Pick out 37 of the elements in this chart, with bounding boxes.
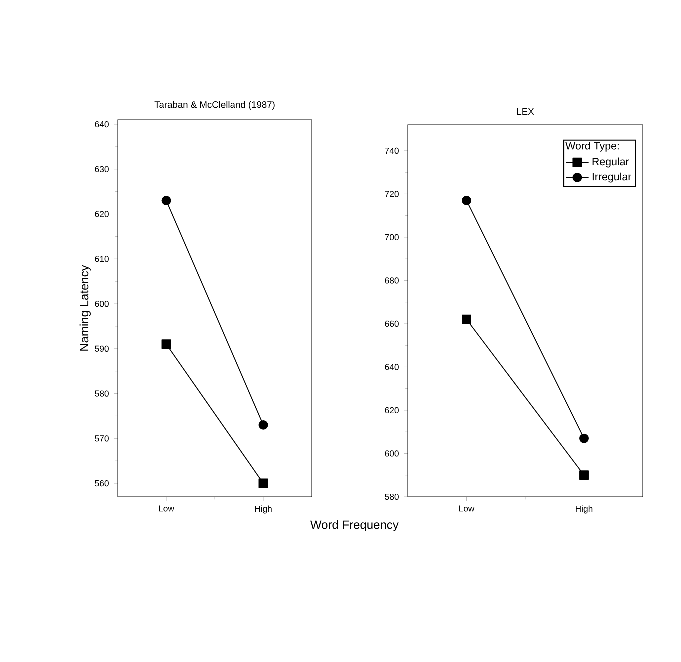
legend-label: Irregular (592, 172, 632, 183)
y-tick-label: 590 (95, 346, 109, 352)
point (162, 196, 172, 206)
point (258, 420, 268, 430)
x-axis-title: Word Frequency (310, 520, 399, 532)
legend-title: Word Type: (566, 142, 619, 152)
y-tick-label: 680 (385, 278, 399, 284)
y-tick-label: 720 (385, 191, 399, 198)
legend-label: Regular (592, 158, 630, 168)
y-tick-label: 560 (95, 480, 109, 487)
point (462, 196, 472, 206)
x-tick-label: Low (159, 506, 174, 512)
y-tick-label: 580 (385, 494, 399, 500)
point (580, 470, 589, 480)
y-tick-label: 620 (95, 211, 109, 218)
chart-title: Taraban & McClelland (1987) (154, 101, 275, 110)
y-tick-label: 600 (385, 450, 399, 457)
y-tick-label: 640 (95, 121, 109, 128)
x-tick-label: High (255, 506, 272, 514)
point (580, 434, 589, 444)
x-tick-label: Low (460, 506, 475, 512)
y-tick-label: 600 (95, 300, 109, 308)
y-axis-title: Naming Latency (80, 265, 92, 351)
y-tick-label: 700 (385, 234, 399, 241)
x-tick-label: High (576, 506, 593, 514)
chart-title: LEX (517, 108, 534, 115)
y-tick-label: 570 (95, 436, 109, 442)
y-tick-label: 740 (385, 148, 399, 154)
y-tick-label: 610 (95, 256, 109, 262)
y-tick-label: 640 (385, 364, 399, 370)
y-tick-label: 620 (385, 407, 399, 414)
y-tick-label: 630 (95, 166, 109, 172)
point (462, 314, 472, 324)
y-tick-label: 580 (95, 390, 109, 397)
point (258, 478, 268, 488)
y-tick-label: 660 (385, 320, 399, 328)
point (162, 340, 172, 350)
